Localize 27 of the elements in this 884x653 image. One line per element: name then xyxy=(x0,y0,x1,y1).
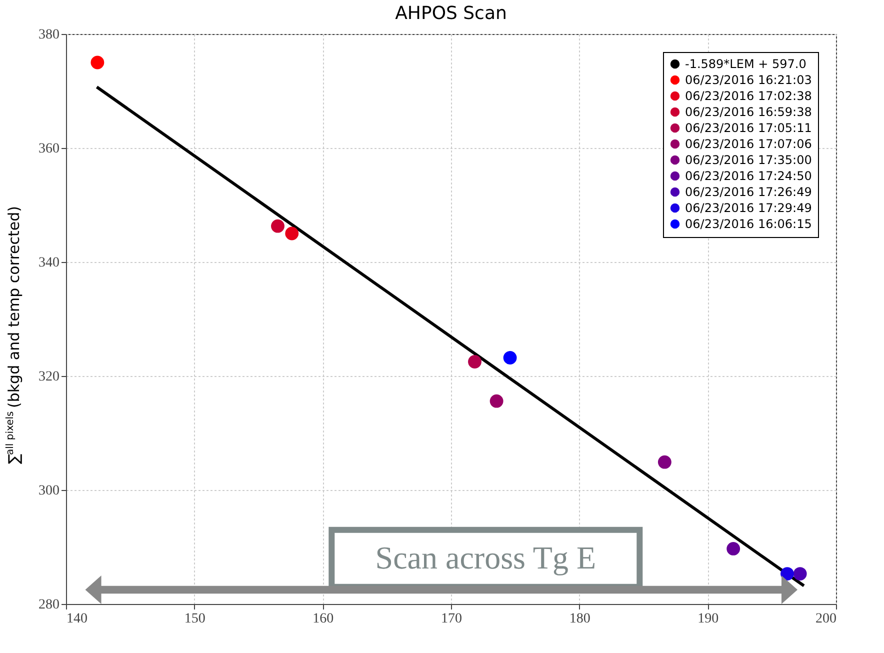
legend-label: 06/23/2016 17:24:50 xyxy=(685,169,812,183)
legend-label: 06/23/2016 17:29:49 xyxy=(685,201,812,215)
annotation: Scan across Tg E xyxy=(375,539,596,576)
legend-label: 06/23/2016 16:59:38 xyxy=(685,105,812,119)
chart-title: AHPOS Scan xyxy=(395,3,507,24)
legend-label: 06/23/2016 17:35:00 xyxy=(685,153,812,167)
y-tick-label: 320 xyxy=(38,370,60,384)
x-tick-label: 140 xyxy=(66,612,88,626)
y-tick-label: 280 xyxy=(38,598,60,612)
legend-label: 06/23/2016 17:05:11 xyxy=(685,121,812,135)
x-tick-label: 180 xyxy=(569,612,590,626)
legend-label: -1.589*LEM + 597.0 xyxy=(685,57,806,71)
y-tick-label: 380 xyxy=(38,28,60,42)
y-tick-label: 300 xyxy=(38,484,60,498)
legend-label: 06/23/2016 17:26:49 xyxy=(685,185,812,199)
legend-label: 06/23/2016 16:21:03 xyxy=(685,73,812,87)
x-tick-label: 160 xyxy=(312,612,334,626)
legend-label: 06/23/2016 16:06:15 xyxy=(685,217,812,231)
legend-label: 06/23/2016 17:07:06 xyxy=(685,137,812,151)
y-axis-title: ∑all pixels (bkgd and temp corrected) xyxy=(5,206,23,464)
y-tick-label: 340 xyxy=(38,256,60,270)
x-tick-label: 200 xyxy=(816,612,836,626)
y-tick-label: 360 xyxy=(38,142,60,156)
legend-label: 06/23/2016 17:02:38 xyxy=(685,89,812,103)
x-tick-label: 170 xyxy=(441,612,462,626)
x-tick-label: 150 xyxy=(184,612,206,626)
x-tick-label: 190 xyxy=(698,612,719,626)
